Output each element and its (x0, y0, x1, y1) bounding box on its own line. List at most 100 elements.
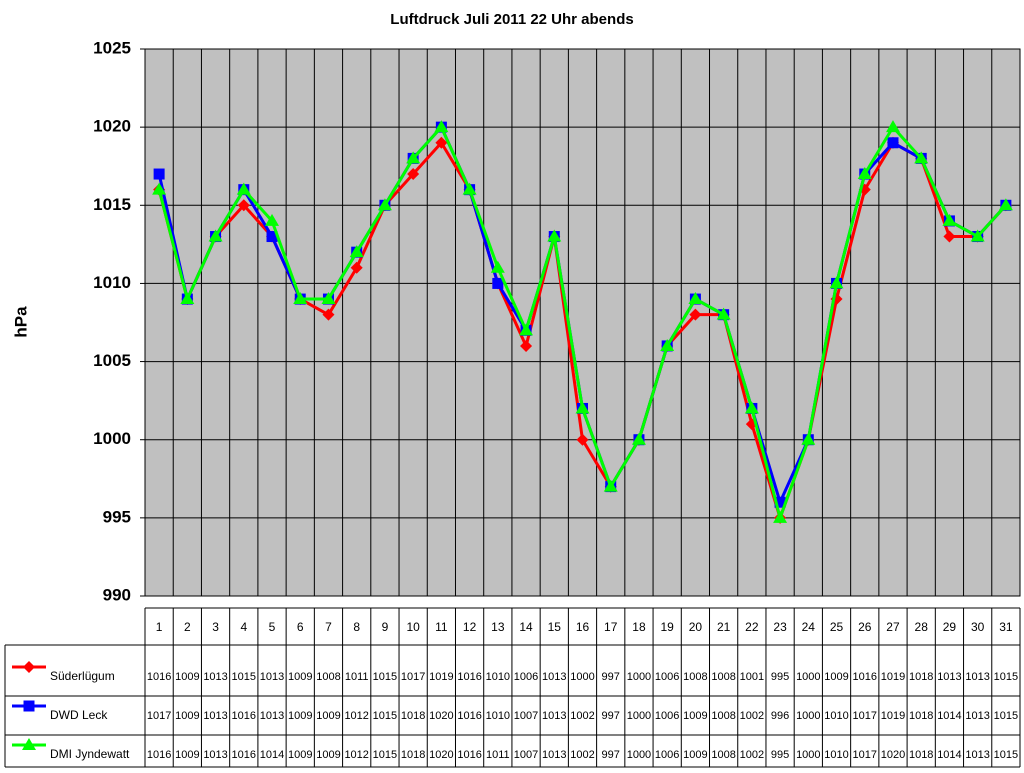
table-value: 1009 (683, 749, 707, 761)
marker (773, 510, 788, 523)
x-tick-label: 28 (915, 620, 929, 634)
table-value: 1009 (824, 671, 848, 683)
table-value: 1000 (796, 749, 820, 761)
marker (575, 401, 590, 414)
table-value: 1018 (909, 710, 933, 722)
table-value: 1009 (316, 749, 340, 761)
marker (293, 292, 308, 305)
marker (490, 260, 505, 273)
marker (492, 277, 504, 289)
x-tick-label: 13 (491, 620, 505, 634)
marker (942, 213, 957, 226)
x-tick-label: 1 (156, 620, 163, 634)
table-value: 1013 (965, 749, 989, 761)
table-value: 1000 (627, 671, 651, 683)
x-tick-label: 7 (325, 620, 332, 634)
table-value: 1019 (881, 671, 905, 683)
x-tick-label: 9 (382, 620, 389, 634)
marker (266, 231, 278, 243)
table-value: 1010 (486, 671, 510, 683)
x-tick-label: 27 (886, 620, 900, 634)
x-tick-label: 12 (463, 620, 477, 634)
x-tick-label: 24 (802, 620, 816, 634)
table-value: 1015 (373, 749, 397, 761)
table-value: 1016 (457, 671, 481, 683)
table-value: 1020 (881, 749, 905, 761)
table-value: 1006 (655, 710, 679, 722)
table-value: 1013 (542, 749, 566, 761)
table-value: 1007 (514, 749, 538, 761)
y-axis-label: hPa (11, 306, 30, 338)
y-tick-label: 1025 (93, 38, 131, 57)
table-value: 1015 (232, 671, 256, 683)
table-value: 1015 (994, 671, 1018, 683)
table-value: 1016 (457, 749, 481, 761)
table-value: 1009 (683, 710, 707, 722)
table-value: 1013 (203, 749, 227, 761)
x-tick-label: 20 (689, 620, 703, 634)
x-tick-label: 3 (212, 620, 219, 634)
marker (153, 168, 165, 180)
table-value: 995 (771, 749, 789, 761)
marker (689, 308, 702, 321)
table-value: 1011 (345, 671, 369, 683)
marker (322, 308, 335, 321)
x-tick-label: 11 (435, 620, 448, 634)
x-tick-label: 25 (830, 620, 844, 634)
marker (377, 198, 392, 211)
table-value: 1012 (344, 710, 368, 722)
marker (603, 479, 618, 492)
marker (237, 199, 250, 212)
table-value: 1017 (853, 710, 877, 722)
table-value: 1009 (288, 749, 312, 761)
table-value: 1016 (457, 710, 481, 722)
table-value: 1002 (740, 749, 764, 761)
x-tick-label: 23 (773, 620, 787, 634)
y-tick-label: 1000 (93, 429, 131, 448)
marker (547, 229, 562, 242)
x-tick-label: 30 (971, 620, 985, 634)
x-tick-label: 21 (717, 620, 731, 634)
marker (152, 182, 167, 195)
legend-label: DMI Jyndewatt (50, 747, 130, 761)
marker (434, 120, 449, 133)
table-value: 1020 (429, 749, 453, 761)
x-tick-label: 14 (519, 620, 533, 634)
table-value: 1000 (796, 671, 820, 683)
table-value: 1013 (965, 710, 989, 722)
marker (829, 276, 844, 289)
table-value: 1009 (316, 710, 340, 722)
table-value: 1019 (881, 710, 905, 722)
marker (180, 292, 195, 305)
x-tick-label: 8 (353, 620, 360, 634)
table-value: 1006 (514, 671, 538, 683)
y-tick-label: 1010 (93, 273, 131, 292)
marker (23, 661, 35, 673)
marker (321, 292, 336, 305)
x-tick-label: 31 (999, 620, 1013, 634)
marker (688, 292, 703, 305)
x-tick-label: 17 (604, 620, 618, 634)
table-value: 1013 (203, 671, 227, 683)
x-tick-label: 5 (269, 620, 276, 634)
x-tick-label: 2 (184, 620, 191, 634)
marker (265, 213, 280, 226)
table-value: 1002 (570, 749, 594, 761)
x-tick-label: 22 (745, 620, 759, 634)
table-value: 1002 (740, 710, 764, 722)
table-value: 1009 (175, 710, 199, 722)
marker (435, 136, 448, 149)
marker (801, 432, 816, 445)
marker (914, 151, 929, 164)
marker (970, 229, 985, 242)
table-value: 1008 (711, 749, 735, 761)
table-value: 1013 (260, 710, 284, 722)
y-tick-label: 990 (103, 585, 131, 604)
x-tick-label: 26 (858, 620, 872, 634)
marker (998, 198, 1013, 211)
table-value: 1000 (570, 671, 594, 683)
x-tick-label: 15 (548, 620, 562, 634)
marker (349, 245, 364, 258)
marker (857, 167, 872, 180)
